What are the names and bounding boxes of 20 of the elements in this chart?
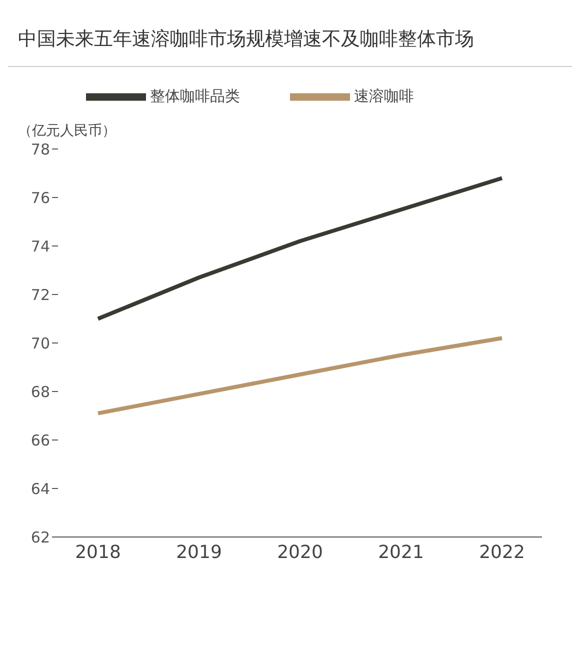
y-tick-label: 78 [30,140,50,158]
y-tick-label: 64 [30,480,50,498]
x-tick-label: 2018 [75,542,121,563]
x-tick-label: 2020 [277,542,323,563]
y-tick-label: 68 [30,382,50,401]
legend-label: 整体咖啡品类 [150,87,240,106]
y-tick-label: 74 [30,237,50,256]
chart-title: 中国未来五年速溶咖啡市场规模增速不及咖啡整体市场 [17,27,475,52]
y-tick-label: 72 [30,286,50,304]
y-axis-title: （亿元人民币） [18,122,116,140]
x-tick-label: 2022 [479,542,525,563]
y-tick-label: 76 [30,188,50,207]
line-series [96,176,504,321]
y-tick-label: 62 [30,528,50,546]
x-tick-label: 2019 [176,542,222,563]
line-series [96,336,504,416]
legend-label: 速溶咖啡 [354,87,414,106]
x-tick-label: 2021 [378,542,424,563]
y-tick-label: 66 [30,431,50,450]
y-tick-label: 70 [30,334,50,352]
